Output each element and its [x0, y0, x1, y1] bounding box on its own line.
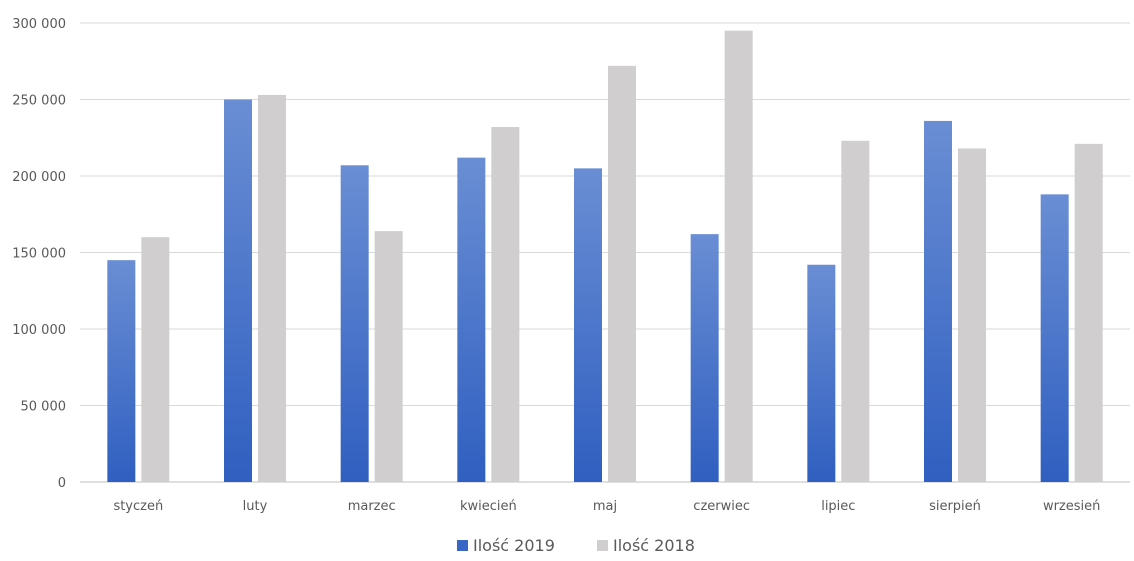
legend-label: Ilość 2018 [613, 536, 695, 555]
y-tick-label: 50 000 [21, 400, 67, 415]
bars [107, 30, 1103, 483]
bar-2019-7 [924, 120, 952, 483]
bar-2018-1 [258, 94, 286, 482]
x-tick-label: wrzesień [1043, 499, 1100, 514]
x-tick-label: sierpień [929, 499, 981, 514]
bar-2019-5 [690, 234, 719, 482]
y-tick-label: 0 [58, 476, 66, 491]
y-tick-label: 250 000 [12, 94, 66, 109]
bar-2019-4 [574, 168, 602, 482]
x-tick-label: kwiecień [460, 499, 517, 514]
bar-2018-4 [608, 65, 636, 482]
bar-2018-8 [1074, 143, 1103, 482]
x-tick-label: maj [593, 499, 617, 514]
y-tick-label: 200 000 [12, 170, 66, 185]
x-tick-label: lipiec [821, 499, 855, 514]
legend-swatch [597, 540, 608, 551]
bar-2019-8 [1040, 194, 1069, 483]
bar-2018-5 [724, 30, 753, 483]
bar-2018-6 [841, 140, 870, 482]
bar-2018-0 [141, 237, 170, 482]
bar-2018-7 [958, 148, 986, 482]
gridlines [80, 22, 1130, 483]
x-tick-label: czerwiec [693, 499, 750, 514]
bar-2018-3 [491, 127, 520, 482]
bar-2019-6 [807, 264, 836, 482]
bar-2018-2 [374, 231, 403, 482]
legend-label: Ilość 2019 [473, 536, 555, 555]
bar-2019-3 [457, 157, 486, 482]
x-tick-label: styczeń [113, 499, 163, 514]
x-tick-label: marzec [348, 499, 396, 514]
bar-2019-0 [107, 260, 136, 482]
bar-2019-1 [224, 99, 252, 482]
y-tick-label: 100 000 [12, 323, 66, 338]
y-tick-label: 150 000 [12, 247, 66, 262]
x-tick-label: luty [243, 499, 268, 514]
bar-2019-2 [340, 165, 369, 483]
x-axis-ticks: styczeń luty marzec kwiecień maj czerwiec lipi… [113, 499, 1100, 514]
legend: Ilość 2019 Ilość 2018 [457, 536, 695, 555]
y-tick-label: 300 000 [12, 17, 66, 32]
y-axis-ticks: 0 50 000 100 000 150 000 200 000 250 000 300 0… [12, 17, 66, 491]
legend-swatch [457, 540, 468, 551]
